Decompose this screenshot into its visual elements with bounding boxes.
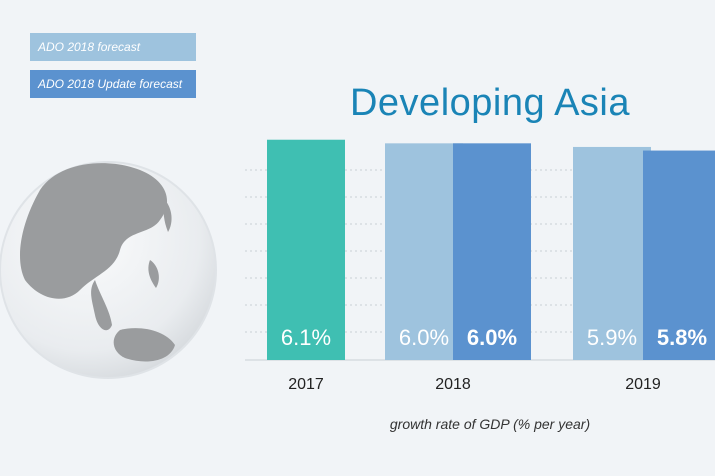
x-tick-label: 2019 <box>625 376 661 393</box>
chart-title: Developing Asia <box>349 82 630 124</box>
bar-value-label: 6.0% <box>399 325 449 350</box>
bar-2017-actual <box>267 139 345 360</box>
bar-2018-update <box>453 143 531 360</box>
bar-2019-ado <box>573 146 651 360</box>
bar-value-label: 6.1% <box>281 325 331 350</box>
x-tick-label: 2017 <box>288 376 324 393</box>
bar-value-label: 5.9% <box>587 325 637 350</box>
legend-ado-2018-update-forecast: ADO 2018 Update forecast <box>30 70 196 98</box>
bar-value-label: 6.0% <box>467 325 517 350</box>
x-tick-label: 2018 <box>435 376 471 393</box>
legend-ado-2018-forecast: ADO 2018 forecast <box>30 33 196 61</box>
bar-2019-update <box>643 150 715 360</box>
bar-value-label: 5.8% <box>657 325 707 350</box>
globe-icon <box>0 161 217 379</box>
axis-caption: growth rate of GDP (% per year) <box>389 416 591 432</box>
bar-2018-ado <box>385 143 463 360</box>
